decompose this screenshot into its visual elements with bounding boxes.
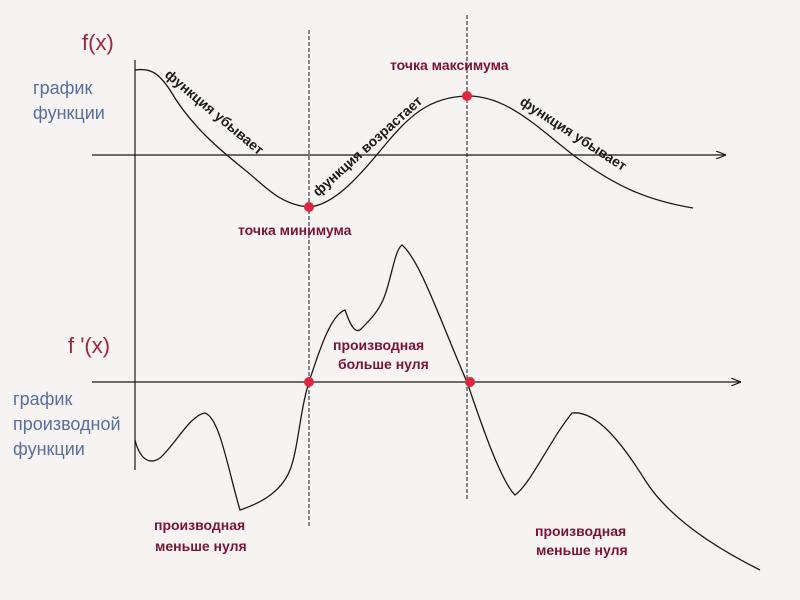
min-point-marker [304,202,314,212]
top-caption-line-2: функции [33,103,105,123]
bottom-caption-line-3: функции [13,439,85,459]
derivative-curve [134,244,761,571]
top-caption-line-1: график [33,78,92,98]
negative-right-label-line-2: меньше нуля [536,542,628,558]
top-axis-name: f(x) [82,30,114,55]
negative-left-label-line-2: меньше нуля [155,538,247,554]
derivative-zero-right-marker [465,377,475,387]
positive-label-line-2: больше нуля [338,356,429,372]
max-point-label: точка максимума [390,57,509,73]
increasing-label: функция возрастает [309,93,425,200]
negative-left-label-line-1: производная [154,517,245,533]
bottom-caption-line-1: график [13,389,72,409]
function-curve [134,68,694,209]
min-point-label: точка минимума [238,222,352,238]
derivative-zero-left-marker [304,377,314,387]
max-point-marker [462,91,472,101]
negative-right-label-line-1: производная [535,523,626,539]
bottom-caption-line-2: производной [13,414,121,434]
decreasing-right-label: функция убывает [517,93,630,174]
positive-label-line-1: производная [333,337,424,353]
bottom-axis-name: f '(x) [68,333,110,358]
